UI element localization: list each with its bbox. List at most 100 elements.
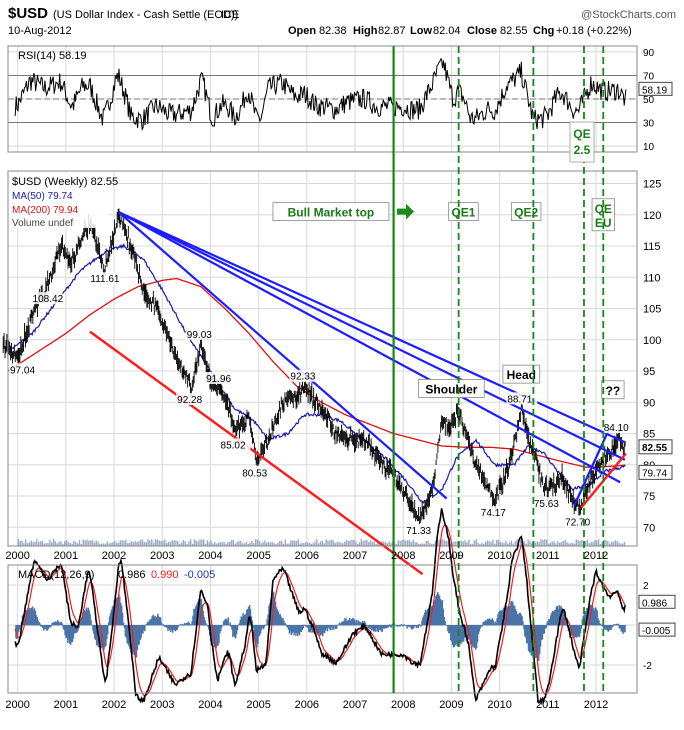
- histogram-bar: [147, 621, 150, 626]
- histogram-bar: [251, 620, 254, 626]
- volume-bar: [484, 541, 487, 546]
- histogram-bar: [169, 625, 171, 631]
- histogram-bar: [207, 625, 209, 627]
- histogram-bar: [602, 625, 605, 631]
- volume-bar: [127, 543, 129, 546]
- histogram-bar: [390, 625, 393, 628]
- volume-bar: [152, 542, 155, 546]
- histogram-bar: [421, 620, 423, 626]
- volume-bar: [125, 539, 127, 546]
- volume-bar: [138, 541, 140, 546]
- histogram-bar: [264, 624, 267, 626]
- histogram-bar: [454, 625, 457, 646]
- volume-bar: [306, 542, 309, 546]
- volume-bar: [236, 541, 238, 546]
- price-value-tag: [638, 464, 673, 480]
- histogram-bar: [545, 625, 547, 629]
- histogram-bar: [419, 625, 421, 627]
- histogram-bar: [131, 625, 133, 653]
- volume-bar: [160, 541, 162, 546]
- histogram-bar: [518, 612, 521, 626]
- volume-bar: [494, 543, 496, 546]
- histogram-bar: [572, 625, 574, 638]
- histogram-bar: [153, 617, 155, 626]
- volume-bar: [547, 543, 550, 546]
- histogram-bar: [171, 625, 174, 633]
- histogram-bar: [284, 622, 286, 626]
- histogram-bar: [376, 625, 379, 632]
- histogram-bar: [509, 605, 511, 626]
- volume-bar: [141, 539, 144, 546]
- histogram-bar: [353, 619, 356, 626]
- volume-bar: [557, 541, 559, 546]
- volume-bar: [336, 542, 338, 546]
- volume-bar: [581, 539, 583, 546]
- price-tick-label: 100: [643, 335, 661, 347]
- histogram-bar: [155, 617, 157, 626]
- histogram-bar: [219, 625, 221, 634]
- histogram-bar: [36, 616, 39, 626]
- histogram-bar: [469, 625, 471, 641]
- qe25-label-box: [569, 121, 595, 163]
- histogram-bar: [231, 625, 233, 630]
- histogram-bar: [145, 623, 148, 626]
- volume-bar: [390, 543, 392, 546]
- volume-bar: [240, 540, 242, 546]
- histogram-bar: [215, 625, 217, 649]
- histogram-bar: [519, 612, 521, 626]
- histogram-bar: [547, 620, 549, 626]
- histogram-bar: [541, 625, 544, 640]
- histogram-bar: [323, 625, 326, 634]
- volume-bar: [431, 543, 433, 546]
- histogram-bar: [377, 625, 380, 633]
- volume-bar: [395, 543, 398, 546]
- volume-bar: [473, 540, 476, 546]
- volume-bar: [401, 539, 403, 546]
- volume-bar: [549, 542, 552, 546]
- volume-bar: [403, 539, 405, 546]
- histogram-bar: [248, 605, 251, 626]
- histogram-bar: [16, 625, 18, 639]
- histogram-bar: [290, 625, 293, 636]
- histogram-bar: [477, 625, 480, 635]
- volume-bar: [481, 542, 483, 546]
- volume-bar: [596, 540, 598, 546]
- histogram-bar: [411, 625, 414, 630]
- volume-bar: [438, 539, 440, 546]
- volume-bar: [408, 539, 411, 546]
- histogram-bar: [513, 605, 516, 626]
- histogram-bar: [328, 625, 331, 629]
- histogram-bar: [398, 625, 400, 627]
- histogram-bar: [448, 625, 450, 634]
- histogram-bar: [460, 625, 462, 645]
- histogram-bar: [606, 625, 609, 631]
- histogram-bar: [184, 624, 187, 626]
- histogram-bar: [428, 608, 431, 626]
- histogram-bar: [563, 611, 565, 626]
- volume-bar: [432, 543, 435, 546]
- histogram-bar: [461, 625, 463, 643]
- histogram-bar: [431, 605, 433, 626]
- histogram-bar: [60, 621, 63, 626]
- volume-bar: [254, 539, 257, 546]
- volume-bar: [570, 543, 572, 546]
- description-label: (US Dollar Index - Cash Settle (EOD)): [53, 9, 238, 21]
- histogram-bar: [121, 612, 124, 626]
- histogram-bar: [191, 621, 193, 626]
- histogram-bar: [375, 625, 378, 629]
- blue-trendline: [118, 211, 626, 461]
- histogram-bar: [172, 625, 175, 630]
- histogram-bar: [594, 607, 597, 626]
- volume-bar: [345, 540, 348, 546]
- histogram-bar: [57, 621, 60, 626]
- histogram-bar: [32, 610, 35, 626]
- volume-bar: [356, 543, 359, 546]
- histogram-bar: [614, 624, 617, 626]
- histogram-bar: [374, 625, 377, 632]
- histogram-bar: [475, 625, 478, 648]
- volume-bar: [329, 540, 331, 546]
- histogram-bar: [336, 624, 339, 626]
- volume-bar: [238, 541, 240, 546]
- histogram-bar: [68, 625, 71, 644]
- volume-bar: [418, 543, 420, 546]
